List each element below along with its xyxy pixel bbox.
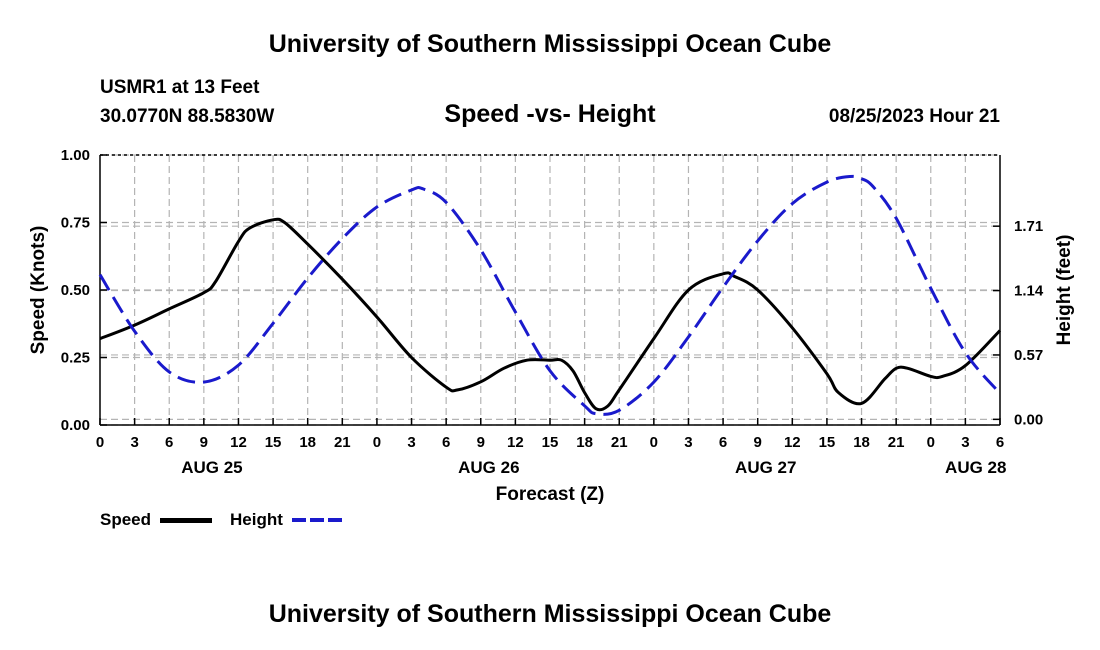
x-tick-label: 15 [819,434,836,451]
date-label: AUG 25 [181,458,242,477]
axis-layer [99,154,1001,426]
y-tick-label: 0.75 [61,215,90,232]
datetime-label: 08/25/2023 Hour 21 [828,106,1000,127]
x-tick-label: 9 [477,434,485,451]
x-tick-label: 3 [961,434,969,451]
station-label: USMR1 at 13 Feet [100,77,260,98]
y2-tick-label: 0.57 [1014,347,1043,364]
grid-layer [100,154,1000,426]
y-tick-label: 0.25 [61,350,90,367]
x-tick-label: 15 [542,434,559,451]
y-axis-label: Speed (Knots) [28,226,49,355]
x-tick-label: 6 [996,434,1004,451]
x-tick-label: 18 [299,434,316,451]
x-tick-label: 12 [230,434,247,451]
x-tick-label: 3 [684,434,692,451]
x-tick-label: 21 [888,434,905,451]
date-label: AUG 27 [735,458,796,477]
x-tick-label: 12 [784,434,801,451]
y-tick-label: 0.50 [61,282,90,299]
legend-height-label: Height [230,510,283,529]
series-layer [98,174,1002,416]
x-tick-label: 9 [200,434,208,451]
y-tick-label: 1.00 [61,147,90,164]
x-tick-label: 6 [165,434,173,451]
x-tick-label: 15 [265,434,282,451]
y2-tick-label: 1.14 [1014,283,1044,300]
legend-height-swatch [292,518,342,522]
legend-speed-swatch [160,518,212,523]
x-tick-label: 3 [407,434,415,451]
x-tick-label: 0 [373,434,381,451]
y2-axis-label: Height (feet) [1054,235,1075,346]
legend-speed-label: Speed [100,510,152,529]
x-tick-label: 21 [611,434,628,451]
x-axis-label: Forecast (Z) [496,484,605,505]
x-tick-label: 3 [130,434,138,451]
series-line-height [98,174,1002,416]
footer-title: University of Southern Mississippi Ocean… [268,600,832,628]
date-label: AUG 28 [945,458,1006,477]
page-title: University of Southern Mississippi Ocean… [268,30,832,58]
y2-tick-label: 1.71 [1014,218,1043,235]
x-tick-label: 6 [719,434,727,451]
x-tick-label: 9 [754,434,762,451]
x-tick-label: 0 [96,434,104,451]
x-tick-label: 21 [334,434,351,451]
x-tick-label: 0 [650,434,658,451]
series-line-speed [99,217,1002,412]
plot-title: Speed -vs- Height [444,100,656,128]
label-layer: 0 3 6 9 12 15 18 21 0 3 6 9 12 15 18 21 0 3 6 9 12 15 18 21 0 3 6A… [61,147,1044,477]
x-tick-label: 18 [853,434,870,451]
date-label: AUG 26 [458,458,519,477]
y2-tick-label: 0.00 [1014,411,1043,428]
x-tick-label: 12 [507,434,524,451]
x-tick-label: 6 [442,434,450,451]
coordinates-label: 30.0770N 88.5830W [100,106,275,127]
y-tick-label: 0.00 [61,417,90,434]
x-tick-label: 18 [576,434,593,451]
x-tick-label: 0 [927,434,935,451]
